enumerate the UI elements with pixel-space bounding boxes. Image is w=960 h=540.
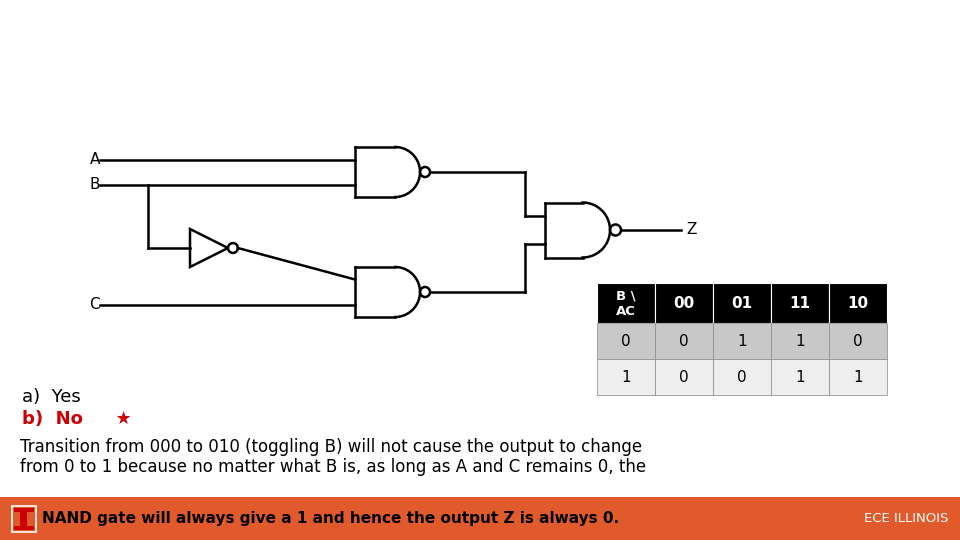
Text: 00: 00 xyxy=(673,295,695,310)
Bar xyxy=(713,359,771,395)
Circle shape xyxy=(420,287,430,297)
Bar xyxy=(829,323,887,359)
Text: 1: 1 xyxy=(795,369,804,384)
Text: 0: 0 xyxy=(621,334,631,348)
Bar xyxy=(655,323,713,359)
Circle shape xyxy=(228,243,238,253)
Text: B \: B \ xyxy=(616,289,636,303)
Bar xyxy=(771,359,829,395)
Text: 0: 0 xyxy=(853,334,863,348)
Circle shape xyxy=(610,225,621,235)
Text: AC: AC xyxy=(616,305,636,318)
Text: 1: 1 xyxy=(737,334,747,348)
Bar xyxy=(829,283,887,323)
Text: ★: ★ xyxy=(104,410,132,428)
Text: from 0 to 1 because no matter what B is, as long as A and C remains 0, the: from 0 to 1 because no matter what B is,… xyxy=(20,458,646,476)
Bar xyxy=(655,283,713,323)
Text: ECE ILLINOIS: ECE ILLINOIS xyxy=(864,511,948,524)
Bar xyxy=(713,283,771,323)
Text: 1: 1 xyxy=(853,369,863,384)
Text: 01: 01 xyxy=(732,295,753,310)
Circle shape xyxy=(420,167,430,177)
Text: 0: 0 xyxy=(737,369,747,384)
Bar xyxy=(771,323,829,359)
Text: B: B xyxy=(89,177,100,192)
Bar xyxy=(713,323,771,359)
Bar xyxy=(12,506,36,532)
Bar xyxy=(0,497,960,540)
Text: A: A xyxy=(89,152,100,167)
Bar xyxy=(655,359,713,395)
Text: 0: 0 xyxy=(679,369,689,384)
Text: 11: 11 xyxy=(789,295,810,310)
Text: 1: 1 xyxy=(795,334,804,348)
Text: Z: Z xyxy=(686,222,696,238)
Bar xyxy=(597,323,655,359)
Bar xyxy=(771,283,829,323)
Text: 1: 1 xyxy=(621,369,631,384)
Text: NAND gate will always give a 1 and hence the output Z is always 0.: NAND gate will always give a 1 and hence… xyxy=(42,510,619,525)
Text: 10: 10 xyxy=(848,295,869,310)
Text: 0: 0 xyxy=(679,334,689,348)
Text: Transition from 000 to 010 (toggling B) will not cause the output to change: Transition from 000 to 010 (toggling B) … xyxy=(20,438,642,456)
Text: a)  Yes: a) Yes xyxy=(22,388,81,406)
Bar xyxy=(829,359,887,395)
Bar xyxy=(597,359,655,395)
Bar xyxy=(14,508,34,512)
Bar xyxy=(20,512,27,526)
Text: C: C xyxy=(89,297,100,312)
Bar xyxy=(14,526,34,530)
Bar xyxy=(597,283,655,323)
Text: b)  No: b) No xyxy=(22,410,83,428)
